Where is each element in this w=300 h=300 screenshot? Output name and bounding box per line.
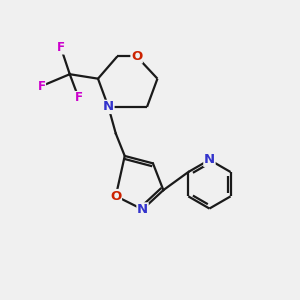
Text: O: O <box>110 190 122 202</box>
Text: N: N <box>204 153 215 166</box>
Text: F: F <box>57 41 65 54</box>
Text: F: F <box>75 92 83 104</box>
Text: N: N <box>137 203 148 216</box>
Text: N: N <box>103 100 114 113</box>
Text: O: O <box>131 50 142 63</box>
Text: F: F <box>38 80 46 93</box>
